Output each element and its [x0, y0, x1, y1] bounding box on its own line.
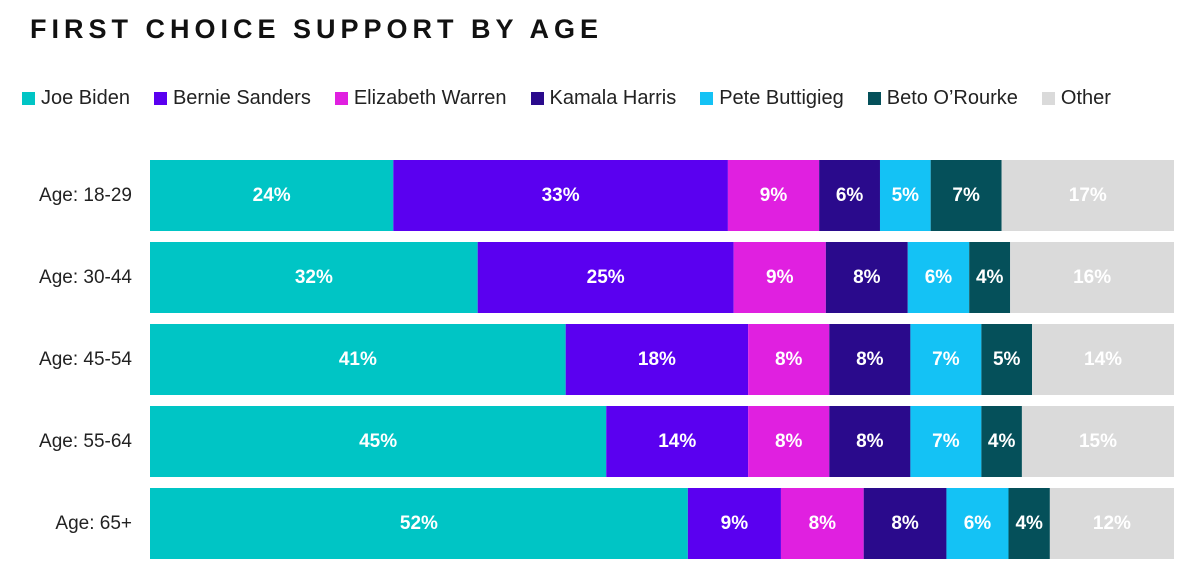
data-label-elizabeth-warren-age-30-44: 9%	[766, 267, 794, 288]
bar-segment-bernie-sanders-age-30-44	[477, 242, 734, 313]
bar-segment-beto-o-rourke-age-18-29	[930, 160, 1002, 231]
category-label-age-30-44: Age: 30-44	[39, 267, 132, 288]
data-label-pete-buttigieg-age-18-29: 5%	[892, 185, 920, 206]
data-label-kamala-harris-age-65: 8%	[891, 513, 919, 534]
legend-item-pete-buttigieg: Pete Buttigieg	[700, 87, 844, 110]
data-label-joe-biden-age-45-54: 41%	[339, 349, 377, 370]
bar-segment-kamala-harris-age-18-29	[819, 160, 880, 231]
category-label-age-18-29: Age: 18-29	[39, 185, 132, 206]
legend-item-elizabeth-warren: Elizabeth Warren	[334, 86, 507, 110]
bar-segment-beto-o-rourke-age-30-44	[969, 242, 1011, 313]
data-label-bernie-sanders-age-55-64: 14%	[658, 431, 696, 452]
bar-segment-other-age-45-54	[1032, 324, 1174, 395]
bar-segment-kamala-harris-age-45-54	[829, 324, 911, 395]
bar-segment-bernie-sanders-age-55-64	[606, 406, 749, 477]
data-label-bernie-sanders-age-18-29: 33%	[542, 185, 580, 206]
bar-segment-joe-biden-age-45-54	[150, 324, 566, 395]
data-label-beto-o-rourke-age-30-44: 4%	[976, 267, 1004, 288]
bar-segment-elizabeth-warren-age-65	[780, 488, 864, 559]
legend-swatch-beto-orourke	[867, 91, 881, 105]
bar-segment-joe-biden-age-65	[150, 488, 688, 559]
legend-item-other: Other	[1041, 86, 1111, 110]
bar-segment-other-age-18-29	[1001, 160, 1174, 231]
legend-swatch-pete-buttigieg	[700, 91, 714, 105]
data-label-beto-o-rourke-age-45-54: 5%	[993, 349, 1021, 370]
bar-segment-kamala-harris-age-55-64	[829, 406, 911, 477]
bar-segment-kamala-harris-age-30-44	[825, 242, 908, 313]
data-label-bernie-sanders-age-30-44: 25%	[587, 267, 625, 288]
legend-swatch-bernie-sanders	[153, 91, 167, 105]
data-label-kamala-harris-age-45-54: 8%	[856, 349, 884, 370]
legend-label-bernie-sanders: Bernie Sanders	[172, 86, 311, 109]
legend-swatch-other	[1041, 91, 1055, 105]
bar-segment-pete-buttigieg-age-30-44	[907, 242, 970, 313]
legend-label-kamala-harris: Kamala Harris	[549, 86, 677, 109]
bar-segment-elizabeth-warren-age-30-44	[733, 242, 826, 313]
bar-segment-pete-buttigieg-age-18-29	[879, 160, 931, 231]
data-label-other-age-55-64: 15%	[1079, 431, 1117, 452]
bar-segment-other-age-55-64	[1021, 406, 1174, 477]
bar-segment-elizabeth-warren-age-55-64	[748, 406, 830, 477]
bar-segment-other-age-65	[1049, 488, 1174, 559]
legend-swatch-kamala-harris	[530, 91, 544, 105]
bar-segment-joe-biden-age-18-29	[150, 160, 394, 231]
data-label-bernie-sanders-age-65: 9%	[721, 513, 749, 534]
legend-swatch-joe-biden	[22, 91, 35, 105]
legend-swatch-elizabeth-warren	[334, 91, 348, 105]
category-label-age-45-54: Age: 45-54	[39, 349, 132, 370]
bar-segment-pete-buttigieg-age-45-54	[910, 324, 982, 395]
data-label-other-age-65: 12%	[1093, 513, 1131, 534]
chart-title: FIRST CHOICE SUPPORT BY AGE	[30, 14, 604, 44]
data-label-elizabeth-warren-age-18-29: 9%	[760, 185, 788, 206]
data-label-pete-buttigieg-age-65: 6%	[964, 513, 992, 534]
data-label-other-age-45-54: 14%	[1084, 349, 1122, 370]
bar-segment-joe-biden-age-55-64	[150, 406, 607, 477]
legend-label-joe-biden: Joe Biden	[41, 86, 130, 109]
legend-item-kamala-harris: Kamala Harris	[530, 86, 677, 110]
legend-item-joe-biden: Joe Biden	[22, 87, 130, 110]
data-label-elizabeth-warren-age-65: 8%	[809, 513, 837, 534]
data-label-joe-biden-age-55-64: 45%	[359, 431, 397, 452]
legend: Joe Biden Bernie Sanders Elizabeth Warre…	[22, 84, 1135, 112]
bar-segment-bernie-sanders-age-45-54	[565, 324, 749, 395]
data-label-pete-buttigieg-age-55-64: 7%	[932, 431, 960, 452]
bar-segment-pete-buttigieg-age-55-64	[910, 406, 982, 477]
bar-segment-elizabeth-warren-age-18-29	[727, 160, 820, 231]
data-label-bernie-sanders-age-45-54: 18%	[638, 349, 676, 370]
legend-label-other: Other	[1060, 86, 1111, 109]
data-label-beto-o-rourke-age-65: 4%	[1015, 513, 1043, 534]
category-label-age-65: Age: 65+	[55, 513, 132, 534]
bar-segment-elizabeth-warren-age-45-54	[748, 324, 830, 395]
bar-segment-kamala-harris-age-65	[863, 488, 947, 559]
bar-segment-bernie-sanders-age-18-29	[393, 160, 728, 231]
legend-label-elizabeth-warren: Elizabeth Warren	[353, 86, 507, 109]
data-label-other-age-30-44: 16%	[1073, 267, 1111, 288]
legend-item-beto-orourke: Beto O’Rourke	[867, 86, 1018, 110]
data-label-pete-buttigieg-age-45-54: 7%	[932, 349, 960, 370]
bar-segment-joe-biden-age-30-44	[150, 242, 478, 313]
data-label-kamala-harris-age-18-29: 6%	[836, 185, 864, 206]
data-label-pete-buttigieg-age-30-44: 6%	[925, 267, 953, 288]
legend-label-pete-buttigieg: Pete Buttigieg	[719, 86, 844, 109]
data-label-joe-biden-age-30-44: 32%	[295, 267, 333, 288]
data-label-kamala-harris-age-30-44: 8%	[853, 267, 881, 288]
data-label-other-age-18-29: 17%	[1069, 185, 1107, 206]
data-label-beto-o-rourke-age-18-29: 7%	[952, 185, 980, 206]
data-label-joe-biden-age-65: 52%	[400, 513, 438, 534]
data-label-beto-o-rourke-age-55-64: 4%	[988, 431, 1016, 452]
bar-segment-other-age-30-44	[1010, 242, 1174, 313]
bar-segment-beto-o-rourke-age-65	[1008, 488, 1050, 559]
legend-label-beto-orourke: Beto O’Rourke	[886, 86, 1018, 109]
data-label-joe-biden-age-18-29: 24%	[253, 185, 291, 206]
bar-segment-pete-buttigieg-age-65	[946, 488, 1009, 559]
data-label-elizabeth-warren-age-55-64: 8%	[775, 431, 803, 452]
bar-segment-beto-o-rourke-age-45-54	[981, 324, 1033, 395]
data-label-kamala-harris-age-55-64: 8%	[856, 431, 884, 452]
category-label-age-55-64: Age: 55-64	[39, 431, 132, 452]
legend-item-bernie-sanders: Bernie Sanders	[153, 86, 311, 110]
bar-segment-bernie-sanders-age-65	[687, 488, 781, 559]
bar-segment-beto-o-rourke-age-55-64	[981, 406, 1022, 477]
data-label-elizabeth-warren-age-45-54: 8%	[775, 349, 803, 370]
